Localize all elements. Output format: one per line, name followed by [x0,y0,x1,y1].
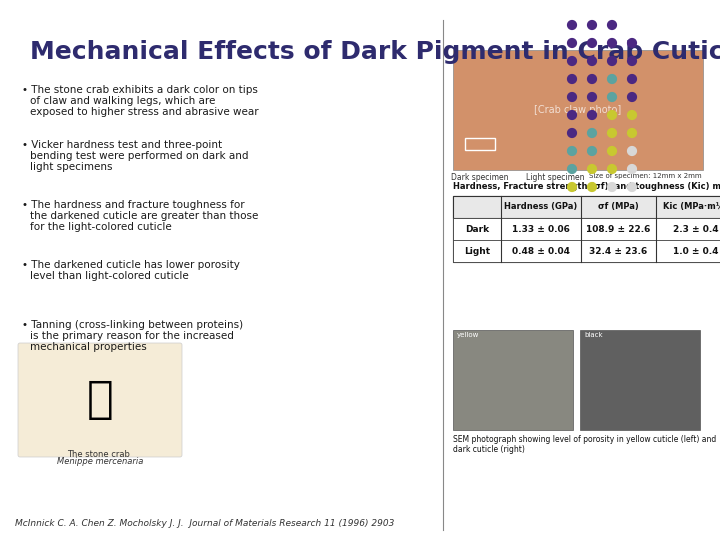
Circle shape [628,146,636,156]
Text: 108.9 ± 22.6: 108.9 ± 22.6 [586,225,651,233]
Bar [453,240,720,262]
Text: exposed to higher stress and abrasive wear: exposed to higher stress and abrasive we… [30,107,258,117]
Text: black: black [584,332,603,338]
Circle shape [628,183,636,191]
Bar [453,196,720,218]
Text: 32.4 ± 23.6: 32.4 ± 23.6 [590,246,647,255]
Text: 🦀: 🦀 [86,379,113,422]
Text: level than light-colored cuticle: level than light-colored cuticle [30,271,189,281]
Circle shape [588,57,596,65]
Circle shape [608,146,616,156]
Text: 1.0 ± 0.4: 1.0 ± 0.4 [673,246,719,255]
Circle shape [567,57,577,65]
Circle shape [608,57,616,65]
Circle shape [608,165,616,173]
Circle shape [567,75,577,83]
Circle shape [588,92,596,102]
Text: is the primary reason for the increased: is the primary reason for the increased [30,331,234,341]
Circle shape [567,146,577,156]
Text: • Tanning (cross-linking between proteins): • Tanning (cross-linking between protein… [22,320,243,330]
Text: • The darkened cuticle has lower porosity: • The darkened cuticle has lower porosit… [22,260,240,270]
Circle shape [608,183,616,191]
Circle shape [608,75,616,83]
FancyBboxPatch shape [18,343,182,457]
Circle shape [628,111,636,119]
Text: mechanical properties: mechanical properties [30,342,147,352]
Text: Hardness (GPa): Hardness (GPa) [505,202,577,212]
Bar [453,50,703,170]
Circle shape [588,146,596,156]
Text: Dark: Dark [465,225,489,233]
Circle shape [608,92,616,102]
Text: Size of specimen: 12mm x 2mm: Size of specimen: 12mm x 2mm [589,173,701,179]
Circle shape [567,183,577,191]
Bar [453,330,573,430]
Text: 2.3 ± 0.4: 2.3 ± 0.4 [673,225,719,233]
Circle shape [608,21,616,29]
Circle shape [588,21,596,29]
Text: Kic (MPa·m½): Kic (MPa·m½) [663,202,720,212]
Text: Light: Light [464,246,490,255]
Text: Dark specimen: Dark specimen [451,173,509,182]
Circle shape [608,38,616,48]
Circle shape [567,92,577,102]
Text: [Crab claw photo]: [Crab claw photo] [534,105,621,115]
Text: Light specimen: Light specimen [526,173,584,182]
Bar [453,196,720,262]
Text: Mechanical Effects of Dark Pigment in Crab Cuticle: Mechanical Effects of Dark Pigment in Cr… [30,40,720,64]
Circle shape [608,111,616,119]
Text: Menippe mercenaria: Menippe mercenaria [57,457,143,466]
Circle shape [628,92,636,102]
Text: of claw and walking legs, which are: of claw and walking legs, which are [30,96,215,106]
Circle shape [567,21,577,29]
Circle shape [567,38,577,48]
Text: • The hardness and fracture toughness for: • The hardness and fracture toughness fo… [22,200,245,210]
Circle shape [628,38,636,48]
Text: bending test were performed on dark and: bending test were performed on dark and [30,151,248,161]
Text: light specimens: light specimens [30,162,112,172]
Circle shape [588,183,596,191]
Circle shape [628,165,636,173]
Circle shape [588,75,596,83]
Text: 1.33 ± 0.06: 1.33 ± 0.06 [512,225,570,233]
Circle shape [608,129,616,137]
Bar [465,138,495,150]
Text: • The stone crab exhibits a dark color on tips: • The stone crab exhibits a dark color o… [22,85,258,95]
Text: SEM photograph showing level of porosity in yellow cuticle (left) and
dark cutic: SEM photograph showing level of porosity… [453,435,716,454]
Text: 0.48 ± 0.04: 0.48 ± 0.04 [512,246,570,255]
Circle shape [628,129,636,137]
Text: McInnick C. A. Chen Z. Mocholsky J. J.  Journal of Materials Research 11 (1996) : McInnick C. A. Chen Z. Mocholsky J. J. J… [15,519,395,528]
Text: σf (MPa): σf (MPa) [598,202,639,212]
Circle shape [628,75,636,83]
Circle shape [588,38,596,48]
Text: yellow: yellow [457,332,480,338]
Text: • Vicker hardness test and three-point: • Vicker hardness test and three-point [22,140,222,150]
Text: for the light-colored cuticle: for the light-colored cuticle [30,222,172,232]
Bar [453,218,720,240]
Circle shape [567,111,577,119]
Circle shape [588,165,596,173]
Text: Hardness, Fracture strength (σf), and toughness (Kic) measurements: Hardness, Fracture strength (σf), and to… [453,182,720,191]
Circle shape [567,129,577,137]
Bar [580,330,700,430]
Circle shape [567,165,577,173]
Text: The stone crab: The stone crab [67,450,132,459]
Circle shape [588,129,596,137]
Circle shape [588,111,596,119]
Text: the darkened cuticle are greater than those: the darkened cuticle are greater than th… [30,211,258,221]
Circle shape [628,57,636,65]
